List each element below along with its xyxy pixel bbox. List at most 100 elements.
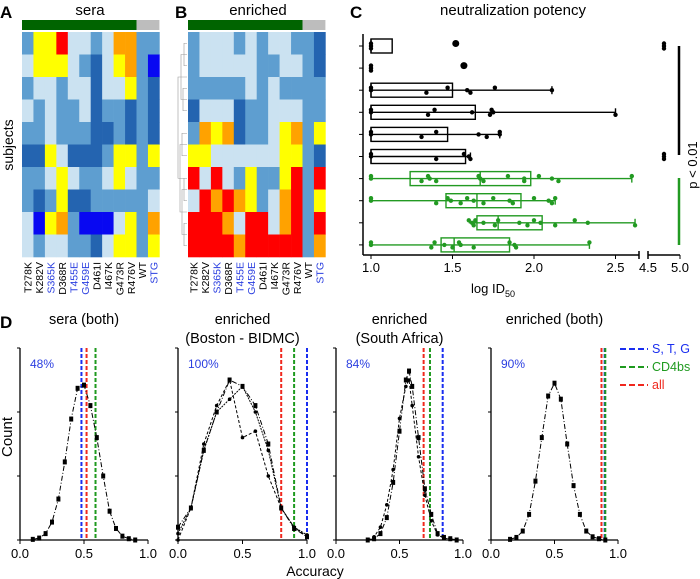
heatmap-cell: [67, 77, 80, 100]
heatmap-cell: [147, 189, 160, 213]
heatmap-cell: [279, 99, 292, 123]
series-marker: [520, 528, 525, 534]
heatmap-cell: [233, 167, 246, 190]
heatmap-cell: [268, 77, 280, 100]
series-marker: [266, 448, 271, 453]
series-marker: [407, 368, 412, 374]
column-label: D368R: [223, 262, 235, 295]
heatmap-cell: [22, 234, 34, 258]
series-marker: [101, 473, 106, 479]
heatmap-cell: [79, 212, 91, 235]
heatmap-cell: [147, 122, 160, 145]
heatmap-cell: [188, 144, 200, 168]
series-marker: [533, 478, 538, 484]
series-marker: [378, 531, 383, 537]
heatmap-cell: [210, 167, 223, 190]
heatmap-cell: [102, 212, 114, 235]
heatmap-cell: [279, 212, 292, 235]
heatmap-cell: [302, 99, 315, 123]
percent-label: 90%: [501, 357, 525, 371]
data-point: [445, 196, 450, 201]
heatmap-cell: [102, 189, 114, 213]
series-marker: [62, 459, 67, 465]
heatmap-cell: [210, 32, 223, 55]
series-marker: [546, 393, 551, 399]
x-tick-label: 0.5: [545, 546, 563, 561]
series-marker: [577, 511, 582, 517]
heatmap-cell: [291, 144, 303, 168]
heatmap-cell: [256, 32, 269, 55]
heatmap-cell: [313, 99, 326, 123]
heatmap-cell: [302, 77, 315, 100]
series-marker: [508, 536, 513, 542]
x-tick-label: 1.0: [609, 546, 627, 561]
heatmap-cell: [210, 212, 223, 235]
heatmap-cell: [279, 144, 292, 168]
data-point: [434, 178, 439, 184]
x-tick-label: 1.0: [454, 546, 472, 561]
data-point: [368, 242, 374, 248]
heatmap-cell: [136, 234, 149, 258]
heatmap-cell: [33, 99, 46, 123]
heatmap-cell: [222, 144, 235, 168]
data-point: [452, 40, 460, 47]
series-marker: [584, 528, 589, 534]
column-label: G473R: [114, 262, 126, 296]
heatmap-cell: [113, 54, 126, 78]
data-point: [458, 242, 463, 248]
series-marker: [539, 435, 544, 441]
data-point: [368, 132, 374, 137]
column-label: G473R: [280, 262, 292, 296]
series-marker: [391, 479, 396, 485]
heatmap-cell: [136, 122, 149, 145]
data-point: [427, 176, 432, 181]
heatmap-cell: [125, 234, 137, 258]
heatmap-cell: [125, 54, 137, 78]
series-marker: [126, 536, 131, 542]
series-marker: [176, 538, 180, 542]
data-point: [429, 245, 434, 250]
heatmap-cell: [210, 54, 223, 78]
data-point: [487, 112, 493, 118]
heatmap-cell: [125, 77, 137, 100]
heatmap-cell: [79, 234, 91, 258]
data-point: [613, 112, 618, 118]
heatmap-cell: [188, 234, 200, 258]
heatmap-cell: [313, 234, 326, 258]
heatmap-cell: [313, 189, 326, 213]
heatmap-cell: [256, 189, 269, 213]
series-marker: [403, 377, 408, 383]
heatmap-cell: [67, 54, 80, 78]
heatmap-cell: [79, 144, 91, 168]
heatmap-cell: [302, 122, 315, 145]
heatmap-cell: [44, 54, 57, 78]
legend-label: all: [652, 378, 665, 392]
heatmap-cell: [222, 167, 235, 190]
data-point: [464, 196, 470, 201]
heatmap-cell: [199, 212, 212, 235]
heatmap-cell: [233, 99, 246, 123]
data-point: [476, 132, 481, 137]
data-point: [442, 242, 447, 248]
series-marker: [423, 493, 427, 498]
heatmap-cell: [44, 99, 57, 123]
heatmap-cell: [33, 77, 46, 100]
column-label: T455E: [235, 262, 247, 293]
heatmap-cell: [102, 122, 114, 145]
data-point: [432, 107, 437, 113]
series-marker: [416, 435, 421, 441]
series-marker: [50, 519, 54, 525]
heatmap-cell: [147, 77, 160, 100]
heatmap-cell: [256, 99, 269, 123]
data-point: [517, 220, 522, 225]
accuracy-subplot: enriched (Boston - BIDMC) 0.0 0.5 1.0 100%: [169, 312, 316, 561]
data-point: [661, 46, 667, 51]
series-marker: [202, 448, 206, 453]
heatmap-cell: [67, 189, 80, 213]
heatmap-cell: [125, 167, 137, 190]
heatmap-cell: [136, 54, 149, 78]
x-tick-label: 1.0: [362, 260, 380, 275]
heatmap-cell: [268, 32, 280, 55]
data-point: [368, 154, 374, 159]
heatmap-cell: [245, 77, 257, 100]
